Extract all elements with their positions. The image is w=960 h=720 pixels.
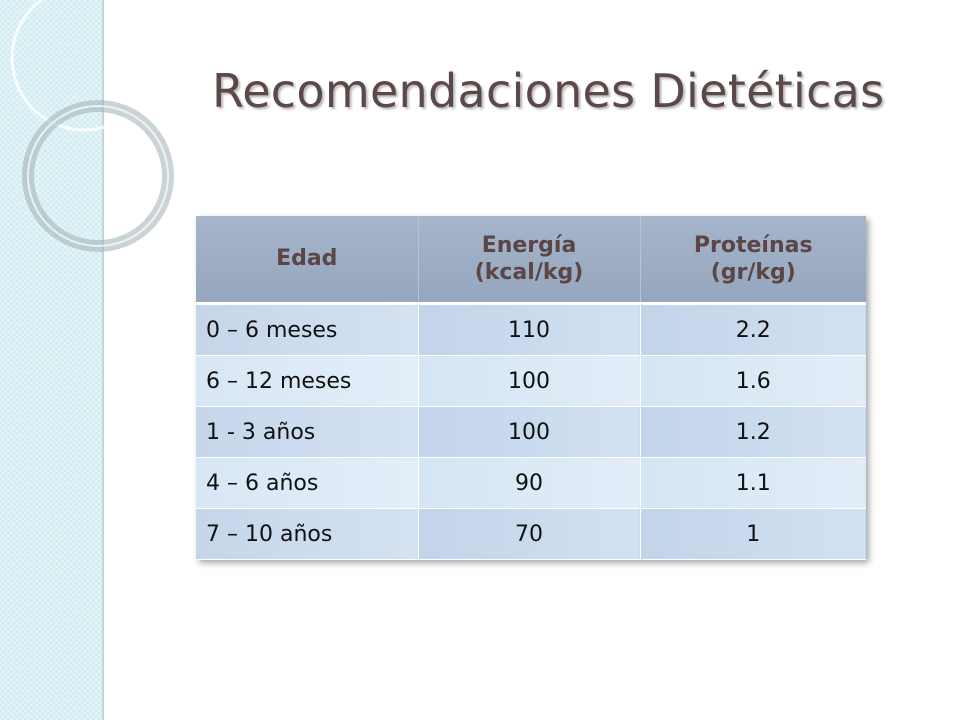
cell-energy: 110	[418, 303, 641, 356]
ring-middle-highlight	[27, 105, 169, 247]
nutrition-table: Edad Energía (kcal/kg) Proteínas (gr/kg)…	[196, 216, 866, 560]
cell-age: 1 - 3 años	[196, 406, 419, 458]
nutrition-table-container: Edad Energía (kcal/kg) Proteínas (gr/kg)…	[196, 216, 866, 560]
cell-energy: 90	[418, 457, 641, 509]
table-row: 7 – 10 años 70 1	[196, 508, 866, 560]
cell-age: 0 – 6 meses	[196, 303, 419, 356]
table-row: 6 – 12 meses 100 1.6	[196, 355, 866, 407]
slide-title: Recomendaciones Dietéticas	[212, 64, 885, 118]
cell-energy: 70	[418, 508, 641, 560]
ring-outer	[10, 0, 158, 132]
cell-age: 6 – 12 meses	[196, 355, 419, 407]
cell-protein: 1.1	[640, 457, 866, 509]
header-protein: Proteínas (gr/kg)	[640, 216, 866, 305]
table-row: 0 – 6 meses 110 2.2	[196, 303, 866, 356]
cell-age: 7 – 10 años	[196, 508, 419, 560]
cell-energy: 100	[418, 406, 641, 458]
decorative-rings	[10, 0, 174, 252]
cell-age: 4 – 6 años	[196, 457, 419, 509]
cell-energy: 100	[418, 355, 641, 407]
table-header-row: Edad Energía (kcal/kg) Proteínas (gr/kg)	[196, 216, 866, 305]
cell-protein: 1.2	[640, 406, 866, 458]
header-age: Edad	[196, 216, 419, 305]
cell-protein: 2.2	[640, 303, 866, 356]
cell-protein: 1.6	[640, 355, 866, 407]
table-row: 4 – 6 años 90 1.1	[196, 457, 866, 509]
table-row: 1 - 3 años 100 1.2	[196, 406, 866, 458]
cell-protein: 1	[640, 508, 866, 560]
header-energy: Energía (kcal/kg)	[418, 216, 641, 305]
